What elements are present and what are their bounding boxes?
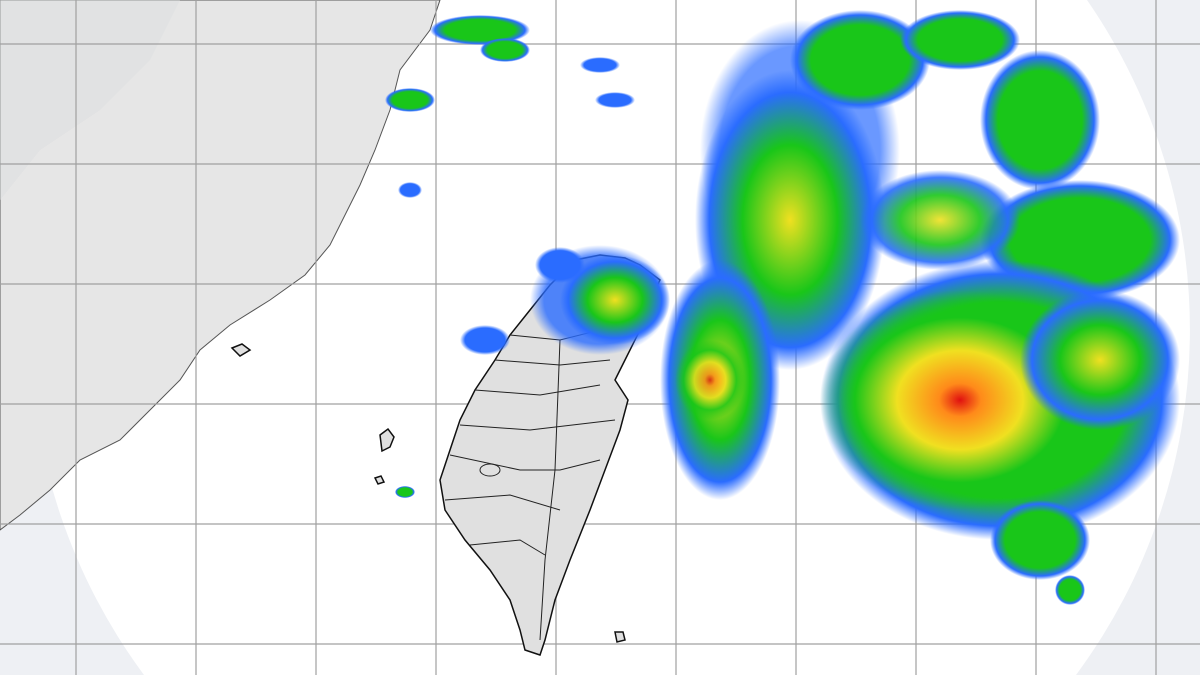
taiwan-island [439, 254, 661, 656]
mainland-shade [0, 0, 180, 200]
radar-echoes [385, 10, 1180, 605]
islands [230, 343, 626, 643]
mainland-land [0, 0, 441, 531]
